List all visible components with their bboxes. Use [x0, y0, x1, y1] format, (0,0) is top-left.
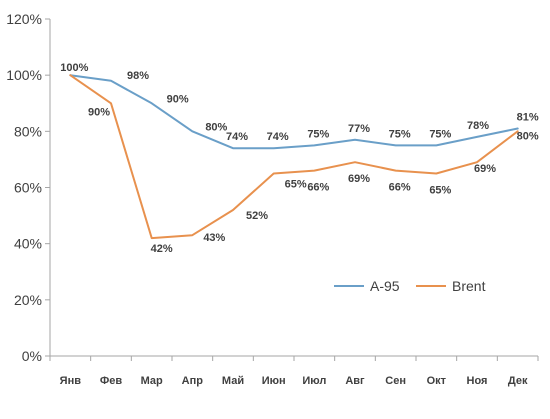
data-label-a95: 78%: [467, 120, 489, 132]
data-label-a95: 74%: [267, 131, 289, 143]
data-label-brent: 52%: [246, 210, 268, 222]
x-tick-label: Июл: [302, 375, 326, 387]
series-line-a95: [69, 74, 519, 150]
data-label-a95: 98%: [127, 70, 149, 82]
y-tick-label: 60%: [14, 180, 42, 196]
y-tick-label: 80%: [14, 123, 42, 139]
x-tick-label: Июн: [262, 375, 286, 387]
series-lines: [69, 74, 519, 240]
data-label-brent: 69%: [348, 173, 370, 185]
legend: А-95 Brent: [334, 278, 486, 294]
axes: 0% 20% 40% 60% 80% 100% 120% Янв Фев Мар Апр Май Июн…: [6, 11, 539, 387]
y-tick-label: 20%: [14, 292, 42, 308]
data-label-brent: 66%: [389, 182, 411, 194]
data-label-brent: 90%: [88, 106, 110, 118]
data-label-brent: 66%: [307, 182, 329, 194]
legend-label: А-95: [370, 278, 400, 294]
data-label-a95: 75%: [307, 128, 329, 140]
data-label-a95: 100%: [60, 62, 88, 74]
series-line-brent: [69, 74, 519, 240]
x-tick-label: Мар: [141, 375, 163, 387]
y-tick-label: 0%: [22, 348, 42, 364]
data-label-a95: 77%: [348, 123, 370, 135]
x-tick-label: Янв: [60, 375, 82, 387]
x-tick-label: Апр: [182, 375, 204, 387]
data-label-a95: 81%: [517, 112, 539, 124]
data-label-brent: 69%: [474, 163, 496, 175]
legend-label: Brent: [452, 278, 486, 294]
y-tick-label: 100%: [6, 67, 42, 83]
data-label-a95: 80%: [205, 121, 227, 133]
data-label-a95: 75%: [389, 128, 411, 140]
data-label-a95: 75%: [429, 128, 451, 140]
data-label-brent: 80%: [517, 130, 539, 142]
data-label-brent: 65%: [429, 184, 451, 196]
x-tick-label: Дек: [508, 375, 528, 387]
x-tick-label: Ноя: [467, 375, 488, 387]
y-tick-label: 120%: [6, 11, 42, 27]
x-tick-label: Сен: [385, 375, 406, 387]
x-tick-label: Май: [222, 375, 244, 387]
data-label-a95: 74%: [226, 131, 248, 143]
data-label-brent: 43%: [203, 232, 225, 244]
data-label-brent: 65%: [285, 178, 307, 190]
data-labels: 100%98%90%80%74% 74% 75% 77% 75% 75%78%81%90%…: [60, 62, 539, 255]
data-label-a95: 90%: [167, 93, 189, 105]
data-label-brent: 42%: [151, 243, 173, 255]
y-tick-label: 40%: [14, 236, 42, 252]
x-tick-label: Окт: [427, 375, 447, 387]
x-tick-label: Фев: [100, 375, 123, 387]
x-tick-label: Авг: [345, 375, 365, 387]
